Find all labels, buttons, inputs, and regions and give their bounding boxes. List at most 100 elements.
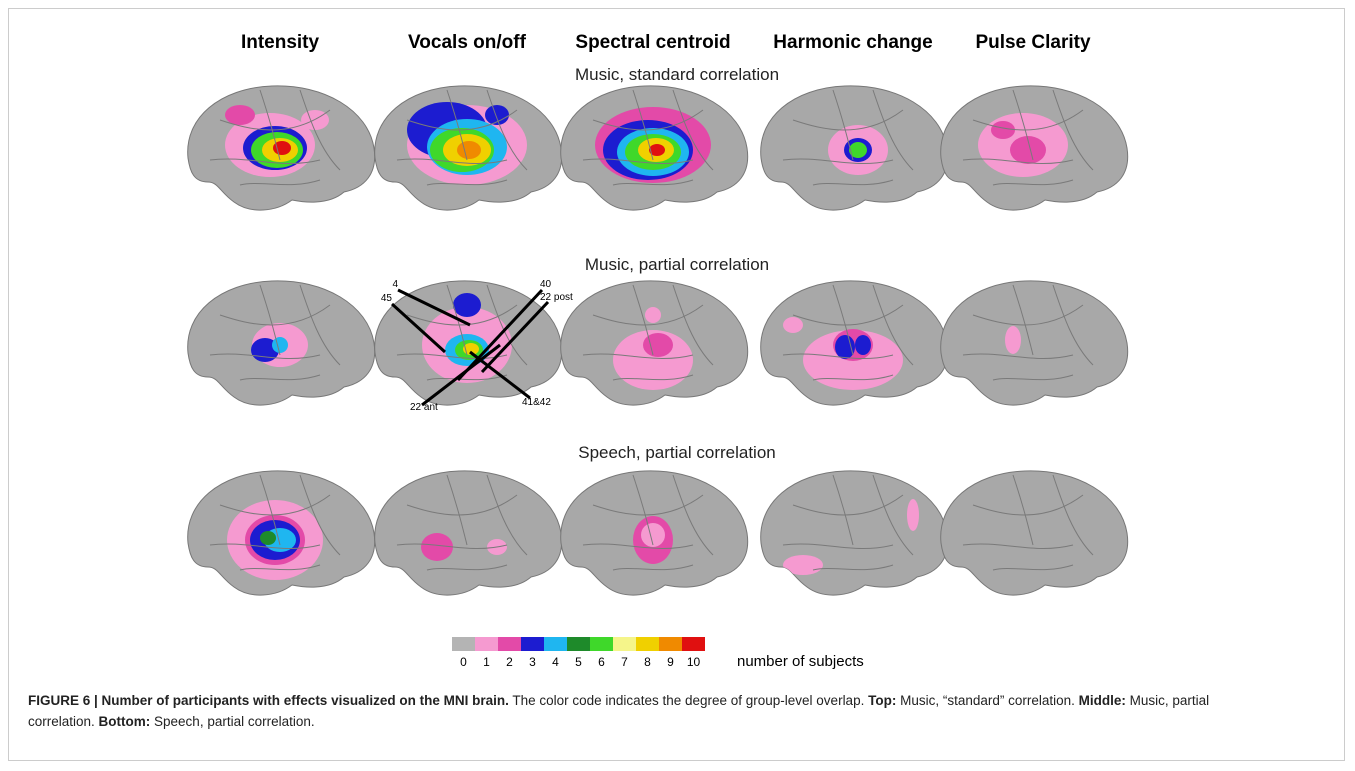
column-header: Pulse Clarity xyxy=(975,32,1091,53)
annotation-line xyxy=(397,288,471,327)
sulcus xyxy=(239,564,321,571)
annotation-label: 22 ant xyxy=(410,402,438,413)
colorbar-tick: 7 xyxy=(621,655,628,669)
sulcus xyxy=(992,564,1074,571)
sulcus xyxy=(612,179,694,186)
sulcus xyxy=(612,374,694,381)
overlay xyxy=(407,102,527,185)
sulcus xyxy=(592,304,704,326)
sulcus xyxy=(259,284,281,356)
sulcus xyxy=(672,89,714,171)
overlay xyxy=(251,323,308,367)
brain-surface xyxy=(940,280,1129,406)
colorbar-tick: 10 xyxy=(687,655,701,669)
activation xyxy=(453,293,481,317)
activation xyxy=(849,142,867,158)
colorbar-tick: 8 xyxy=(644,655,651,669)
activation xyxy=(855,335,871,355)
sulcus xyxy=(426,374,508,381)
activation xyxy=(641,523,665,547)
sulcus xyxy=(446,284,468,356)
activation xyxy=(421,533,453,561)
colorbar-swatch xyxy=(521,637,544,651)
sulcus xyxy=(426,179,508,186)
colorbar-tick: 3 xyxy=(529,655,536,669)
sulcus xyxy=(219,109,331,131)
activation xyxy=(835,335,855,359)
sulcus xyxy=(1012,89,1034,161)
caption-segment: The color code indicates the degree of g… xyxy=(508,693,869,708)
annotation-line xyxy=(469,350,531,400)
sulcus xyxy=(582,158,694,165)
sulcus xyxy=(486,284,528,366)
caption-segment: Top: xyxy=(868,693,897,708)
sulcus xyxy=(592,109,704,131)
sulcus xyxy=(832,89,854,161)
annotation-label: 22 post xyxy=(540,292,573,303)
overlay xyxy=(633,516,673,564)
sulcus xyxy=(299,284,341,366)
sulcus xyxy=(426,564,508,571)
annotation-label: 40 xyxy=(540,279,552,290)
activation xyxy=(643,333,673,357)
sulcus xyxy=(446,89,468,161)
sulcus xyxy=(792,109,904,131)
caption-segment: FIGURE 6 | Number of participants with e… xyxy=(28,693,509,708)
sulcus xyxy=(239,374,321,381)
sulcus xyxy=(792,304,904,326)
sulcus xyxy=(396,543,508,550)
column-header: Vocals on/off xyxy=(408,32,527,53)
sulcus xyxy=(259,89,281,161)
sulcus xyxy=(812,374,894,381)
sulcus xyxy=(486,89,528,171)
sulcus xyxy=(1012,474,1034,546)
colorbar-tick: 9 xyxy=(667,655,674,669)
sulcus xyxy=(259,474,281,546)
annotation-label: 4 xyxy=(392,279,398,290)
sulcus xyxy=(782,158,894,165)
brain xyxy=(187,85,376,211)
sulcus xyxy=(612,564,694,571)
sulcus xyxy=(239,179,321,186)
brain xyxy=(760,85,949,211)
sulcus xyxy=(592,494,704,516)
annotation-label: 45 xyxy=(381,293,393,304)
annotation-line xyxy=(480,300,550,374)
brain xyxy=(187,470,376,596)
colorbar-tick: 0 xyxy=(460,655,467,669)
sulcus xyxy=(962,158,1074,165)
colorbar-swatch xyxy=(590,637,613,651)
sulcus xyxy=(872,284,914,366)
activation xyxy=(260,531,276,545)
caption-segment: Music, partial correlation. xyxy=(28,693,1210,729)
sulcus xyxy=(812,564,894,571)
annotation-line xyxy=(390,302,447,354)
sulcus xyxy=(782,543,894,550)
column-header: Harmonic change xyxy=(773,32,932,53)
sulcus xyxy=(972,109,1084,131)
sulcus xyxy=(1052,474,1094,556)
sulcus xyxy=(872,89,914,171)
activation xyxy=(783,317,803,333)
sulcus xyxy=(406,109,518,131)
activation xyxy=(1010,136,1046,164)
sulcus xyxy=(832,474,854,546)
sulcus xyxy=(992,179,1074,186)
column-header: Intensity xyxy=(241,32,320,53)
figure: Intensity Vocals on/off Spectral centroid H… xyxy=(187,32,1129,670)
overlay xyxy=(1005,326,1021,354)
row-title: Music, standard correlation xyxy=(575,65,779,84)
sulcus xyxy=(872,474,914,556)
overlay xyxy=(783,317,903,390)
colorbar-tick: 1 xyxy=(483,655,490,669)
sulcus xyxy=(962,543,1074,550)
activation xyxy=(225,105,255,125)
colorbar-swatch xyxy=(498,637,521,651)
sulcus xyxy=(486,474,528,556)
sulcus xyxy=(782,353,894,360)
overlay xyxy=(595,107,711,183)
colorbar-swatch xyxy=(567,637,590,651)
annotation-label: 41&42 xyxy=(522,397,551,408)
column-header: Spectral centroid xyxy=(575,32,730,53)
sulcus xyxy=(992,374,1074,381)
